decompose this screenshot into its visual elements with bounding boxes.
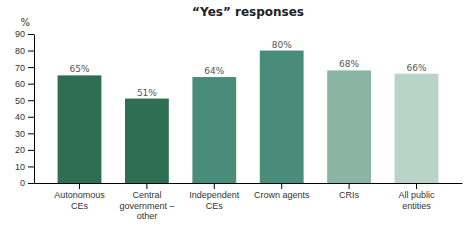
x-tick-label-line: government – xyxy=(119,201,174,211)
y-tick-label: 60 xyxy=(15,79,25,89)
y-tick: 30 xyxy=(15,129,34,139)
y-tick-mark xyxy=(28,166,34,167)
y-axis-line xyxy=(34,35,35,184)
data-label: 66% xyxy=(406,63,426,73)
x-tick-mark xyxy=(349,183,350,189)
data-labels: 65% 51% 64% 80% 68% 66% xyxy=(69,40,426,98)
y-tick-mark xyxy=(28,67,34,68)
y-tick-label: 20 xyxy=(15,145,25,155)
x-tick-label: Crown agents xyxy=(254,190,310,200)
bar xyxy=(395,74,439,183)
x-tick-label: IndependentCEs xyxy=(189,190,240,210)
x-tick: All publicentities xyxy=(398,183,435,211)
x-tick: Crown agents xyxy=(254,183,310,200)
bar xyxy=(58,75,102,183)
x-tick-label-line: CRIs xyxy=(339,190,359,200)
x-tick: AutonomousCEs xyxy=(54,183,105,211)
data-label: 68% xyxy=(339,59,359,69)
y-tick-mark xyxy=(28,133,34,134)
x-tick: IndependentCEs xyxy=(189,183,240,211)
y-tick-mark xyxy=(28,84,34,85)
y-tick: 70 xyxy=(15,62,34,72)
y-tick-label: 0 xyxy=(20,178,25,188)
x-tick-label-line: Crown agents xyxy=(254,190,310,200)
x-tick-mark xyxy=(146,183,147,189)
data-label: 65% xyxy=(69,64,89,74)
x-tick-label-line: entities xyxy=(402,201,431,211)
data-label: 64% xyxy=(204,66,224,76)
y-tick: 0 xyxy=(20,178,34,188)
x-tick-mark xyxy=(79,183,80,189)
x-tick-label: CRIs xyxy=(339,190,359,200)
x-tick-label-line: All public xyxy=(398,190,435,200)
x-tick-label-line: Autonomous xyxy=(54,190,105,200)
x-tick-label-line: Independent xyxy=(189,190,240,200)
plot-area xyxy=(58,51,439,183)
x-tick-label: All publicentities xyxy=(398,190,435,210)
y-tick-label: 40 xyxy=(15,112,25,122)
x-tick-label-line: CEs xyxy=(206,201,224,211)
y-tick-mark xyxy=(28,150,34,151)
y-tick: 50 xyxy=(15,96,34,106)
x-tick: CRIs xyxy=(339,183,359,200)
bar xyxy=(327,70,371,183)
x-tick-mark xyxy=(281,183,282,189)
data-label: 51% xyxy=(137,88,157,98)
x-tick-label-line: other xyxy=(137,211,158,221)
x-tick: Centralgovernment –other xyxy=(119,183,174,221)
y-tick: 80 xyxy=(15,46,34,56)
y-tick-label: 10 xyxy=(15,162,25,172)
y-tick-mark xyxy=(28,100,34,101)
y-tick: 20 xyxy=(15,145,34,155)
x-axis-line xyxy=(35,183,463,184)
x-axis: AutonomousCEsCentralgovernment –otherInd… xyxy=(35,183,463,221)
x-tick-label-line: CEs xyxy=(71,201,89,211)
data-label: 80% xyxy=(272,40,292,50)
y-axis: 0 10 20 30 40 50 60 70 80 90 xyxy=(15,29,35,188)
chart-title: “Yes” responses xyxy=(192,5,304,19)
x-tick-mark xyxy=(416,183,417,189)
y-tick-mark xyxy=(28,34,34,35)
y-tick-mark xyxy=(28,51,34,52)
y-tick-mark xyxy=(28,183,34,184)
y-tick-label: 50 xyxy=(15,96,25,106)
y-tick: 60 xyxy=(15,79,34,89)
x-tick-mark xyxy=(214,183,215,189)
y-tick-label: 30 xyxy=(15,129,25,139)
bar xyxy=(192,77,236,183)
x-tick-label-line: Central xyxy=(132,190,161,200)
chart: 0102030405060708090AutonomousCEsCentralg… xyxy=(0,0,474,231)
x-tick-label: Centralgovernment –other xyxy=(119,190,174,221)
y-tick: 10 xyxy=(15,162,34,172)
bar xyxy=(260,51,304,183)
y-tick-label: 70 xyxy=(15,62,25,72)
y-tick: 40 xyxy=(15,112,34,122)
y-tick: 90 xyxy=(15,29,34,39)
y-tick-label: 90 xyxy=(15,29,25,39)
y-tick-mark xyxy=(28,117,34,118)
x-tick-label: AutonomousCEs xyxy=(54,190,105,210)
bar xyxy=(125,99,169,183)
y-tick-label: 80 xyxy=(15,46,25,56)
y-axis-title: % xyxy=(20,17,30,28)
